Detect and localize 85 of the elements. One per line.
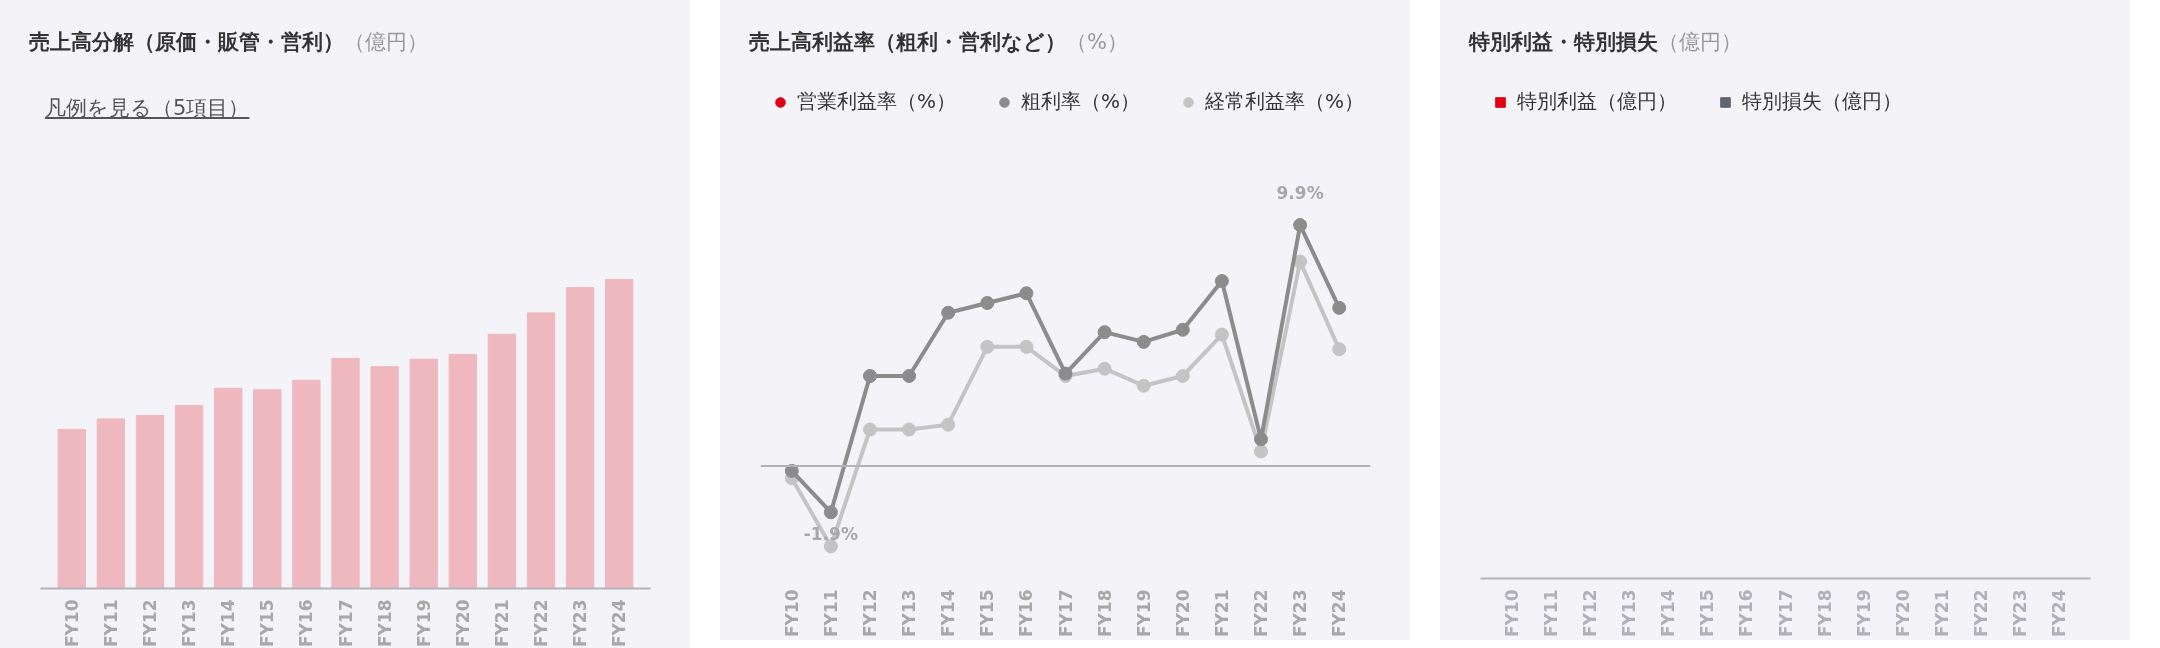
point bbox=[1136, 334, 1151, 349]
bar bbox=[214, 387, 243, 589]
x-tick-label: FY10 bbox=[61, 599, 82, 648]
bar bbox=[409, 358, 438, 589]
x-tick-label: FY17 bbox=[1055, 589, 1076, 638]
point bbox=[1254, 432, 1269, 447]
x-tick-label: FY16 bbox=[296, 599, 317, 648]
bar bbox=[57, 428, 86, 589]
bar bbox=[605, 279, 634, 589]
point bbox=[1019, 339, 1034, 354]
x-tick-label: FY24 bbox=[1329, 589, 1350, 638]
text: 凡例を見る（5項目） bbox=[44, 95, 250, 122]
x-tick-label: FY11 bbox=[100, 599, 121, 648]
chart-title: 売上高分解（原価・販管・営利） bbox=[29, 30, 344, 54]
x-tick-label: FY13 bbox=[899, 589, 920, 638]
point bbox=[1254, 444, 1269, 459]
chart-subtitle: （%） bbox=[1066, 30, 1128, 54]
legend-label: 経常利益率（%） bbox=[1205, 88, 1365, 115]
x-tick-label: FY12 bbox=[139, 599, 160, 648]
point bbox=[1214, 274, 1229, 289]
point bbox=[862, 369, 877, 383]
x-tick-label: FY18 bbox=[374, 599, 395, 648]
point bbox=[941, 305, 956, 320]
x-tick-label: FY24 bbox=[609, 599, 630, 648]
point bbox=[1332, 300, 1347, 315]
x-tick-label: FY19 bbox=[1133, 589, 1154, 638]
point bbox=[1136, 378, 1151, 393]
point bbox=[1097, 361, 1112, 376]
legend-label: 特別利益（億円） bbox=[1517, 88, 1677, 115]
x-tick-label: FY16 bbox=[1016, 589, 1037, 638]
x-tick-label: FY18 bbox=[1094, 589, 1115, 638]
legend-label: 粗利率（%） bbox=[1021, 88, 1141, 115]
x-tick-label: FY14 bbox=[218, 599, 239, 648]
bar bbox=[448, 353, 477, 589]
point bbox=[902, 422, 917, 437]
point bbox=[902, 369, 917, 383]
x-tick-label: FY15 bbox=[977, 589, 998, 638]
x-tick-label: FY23 bbox=[1290, 589, 1311, 638]
point bbox=[980, 295, 995, 310]
chart-subtitle: （億円） bbox=[344, 30, 428, 54]
point bbox=[1293, 218, 1308, 233]
point bbox=[1097, 325, 1112, 340]
bar bbox=[174, 405, 204, 589]
bar bbox=[487, 333, 517, 589]
legend-label: 営業利益率（%） bbox=[797, 88, 957, 115]
x-tick-label: FY10 bbox=[781, 589, 802, 638]
bar bbox=[565, 287, 595, 589]
x-tick-label: FY20 bbox=[1172, 589, 1193, 638]
x-tick-label: FY19 bbox=[413, 599, 434, 648]
text: （億円） bbox=[1658, 30, 1742, 54]
x-tick-label: FY23 bbox=[570, 599, 591, 648]
bar bbox=[135, 414, 165, 589]
text: 特別利益・特別損失 bbox=[1469, 30, 1658, 54]
bar bbox=[253, 389, 282, 589]
x-tick-label: FY11 bbox=[820, 589, 841, 638]
bar bbox=[370, 366, 399, 589]
point bbox=[1175, 369, 1190, 383]
bar bbox=[331, 357, 360, 589]
chart-title: 売上高利益率（粗利・営利など） bbox=[749, 30, 1066, 54]
point bbox=[1019, 286, 1034, 301]
point bbox=[941, 417, 956, 432]
data-label: -1.9% bbox=[803, 524, 858, 545]
x-tick-label: FY14 bbox=[938, 589, 959, 638]
point bbox=[1175, 322, 1190, 337]
x-tick-label: FY12 bbox=[859, 589, 880, 638]
x-tick-label: FY15 bbox=[257, 599, 278, 648]
x-tick-label: FY17 bbox=[335, 599, 356, 648]
x-tick-label: FY22 bbox=[531, 599, 552, 648]
point bbox=[980, 339, 995, 354]
point bbox=[1332, 342, 1347, 357]
point bbox=[862, 422, 877, 437]
point bbox=[1293, 254, 1308, 269]
x-tick-label: FY22 bbox=[1251, 589, 1272, 638]
bar bbox=[96, 418, 126, 589]
x-tick-label: FY13 bbox=[179, 599, 200, 648]
point bbox=[1214, 327, 1229, 342]
point bbox=[823, 539, 838, 554]
bar bbox=[526, 312, 556, 589]
x-tick-label: FY21 bbox=[491, 599, 512, 648]
data-label: 9.9% bbox=[1276, 183, 1324, 204]
bar bbox=[292, 379, 321, 589]
legend-label: 特別損失（億円） bbox=[1742, 88, 1902, 115]
x-tick-label: FY21 bbox=[1211, 589, 1232, 638]
point bbox=[823, 505, 838, 520]
x-tick-label: FY20 bbox=[452, 599, 473, 648]
